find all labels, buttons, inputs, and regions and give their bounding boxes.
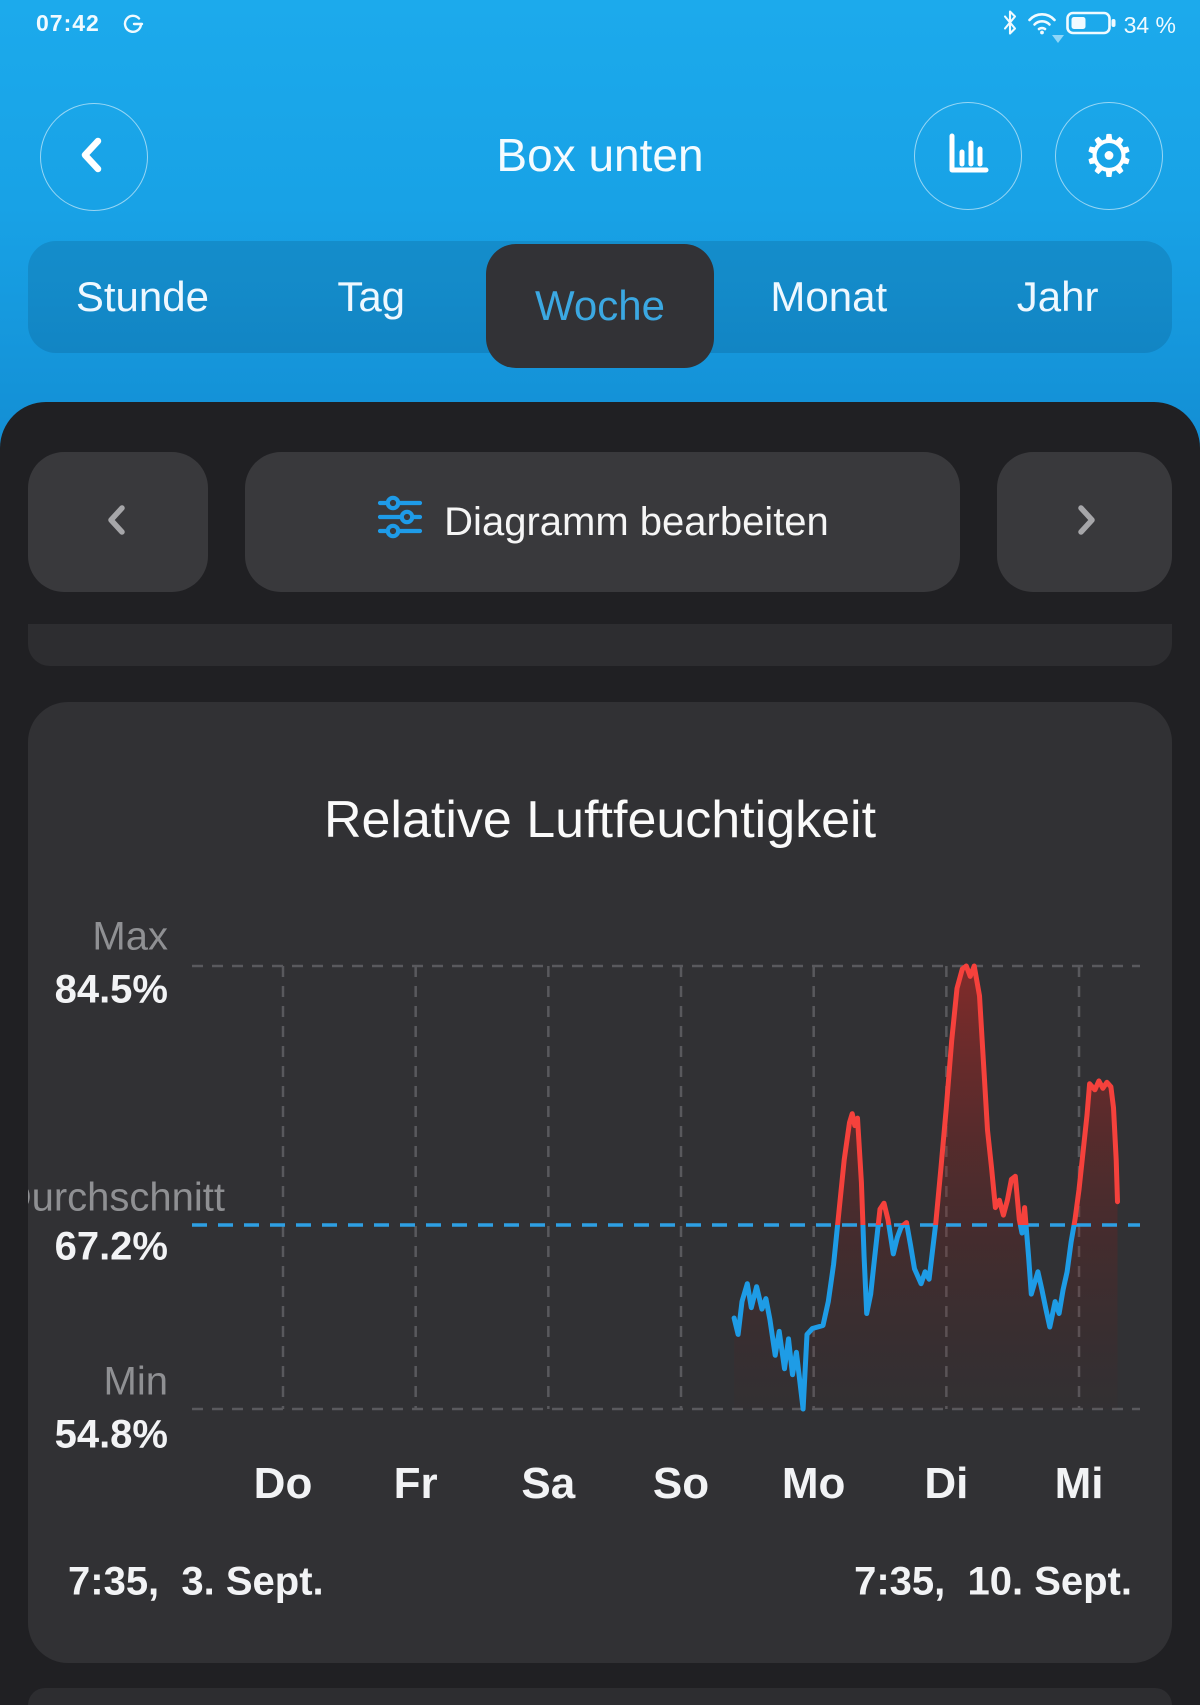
x-label-sa: Sa (521, 1459, 576, 1508)
next-card-edge (28, 1688, 1172, 1705)
range-start-timestamp: 7:35, 3. Sept. (68, 1559, 324, 1604)
status-bar: 07:42 (0, 0, 1200, 44)
x-label-fr: Fr (393, 1459, 438, 1508)
tab-label: Monat (770, 273, 888, 320)
tab-label: Tag (337, 273, 406, 320)
x-label-di: Di (924, 1459, 969, 1508)
humidity-line-chart (192, 963, 1140, 1412)
clock: 07:42 (36, 10, 100, 36)
edit-diagram-button[interactable]: Diagramm bearbeiten (245, 452, 960, 592)
settings-button[interactable]: ⚙ (1055, 102, 1163, 210)
page-title: Box unten (496, 129, 704, 181)
prev-period-button[interactable] (28, 452, 208, 592)
x-label-mi: Mi (1054, 1459, 1104, 1508)
range-end-timestamp: 7:35, 10. Sept. (854, 1559, 1132, 1604)
tab-jahr[interactable]: Jahr (943, 241, 1172, 353)
next-period-button[interactable] (997, 452, 1172, 592)
y-label-average: Durchschnitt (28, 1175, 225, 1220)
previous-card-edge (28, 624, 1172, 666)
y-value-min: 54.8% (54, 1412, 168, 1457)
x-label-do: Do (253, 1459, 313, 1508)
tab-tag[interactable]: Tag (257, 241, 486, 353)
battery-icon (1065, 10, 1116, 41)
status-icons: 34 % (1002, 9, 1176, 43)
chevron-left-icon (99, 501, 137, 544)
chevron-right-icon (1066, 501, 1104, 544)
x-label-so: So (652, 1459, 710, 1508)
tab-label: Stunde (75, 273, 209, 320)
tab-label: Woche (535, 282, 665, 329)
y-label-max: Max (92, 914, 168, 959)
sliders-icon (376, 493, 424, 551)
y-value-average: 67.2% (54, 1224, 168, 1269)
back-button[interactable] (40, 103, 148, 211)
period-tabs: Stunde Tag Woche Monat Jahr (28, 241, 1172, 368)
x-label-mo: Mo (781, 1459, 846, 1508)
chart-type-button[interactable] (914, 102, 1022, 210)
bluetooth-icon (1002, 9, 1018, 41)
y-label-min: Min (103, 1359, 168, 1404)
humidity-chart-card: Relative Luftfeuchtigkeit Max 84.5% Durc… (28, 702, 1172, 1663)
wifi-direction-indicator (1051, 34, 1064, 43)
tab-stunde[interactable]: Stunde (28, 241, 257, 353)
bar-chart-icon (941, 127, 995, 186)
battery-percent: 34 % (1123, 11, 1176, 38)
gear-icon: ⚙ (1083, 122, 1135, 190)
wifi-icon (1026, 10, 1064, 43)
chevron-left-icon (72, 133, 116, 182)
edit-diagram-label: Diagramm bearbeiten (444, 499, 829, 544)
tab-monat[interactable]: Monat (714, 241, 943, 353)
chart-title: Relative Luftfeuchtigkeit (323, 791, 877, 849)
sync-icon (122, 13, 144, 40)
tab-label: Jahr (1016, 273, 1099, 320)
tab-woche[interactable]: Woche (485, 244, 715, 368)
y-value-max: 84.5% (54, 967, 168, 1012)
